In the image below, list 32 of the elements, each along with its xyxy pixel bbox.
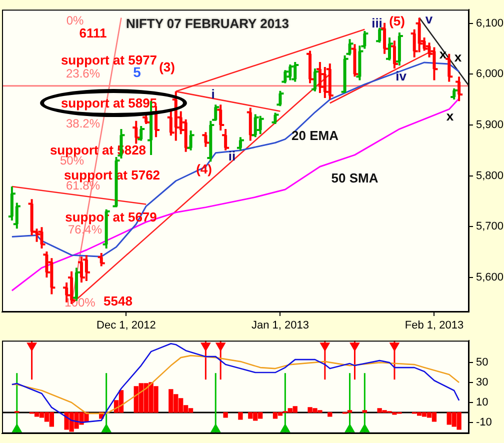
annotation: 23.6% [66,66,100,80]
y-tick-label: 6,100 [476,17,504,30]
annotation: (3) [159,60,175,75]
y-tick-label: 50 [476,356,488,369]
annotation: iii [372,16,382,31]
annotation: v [425,12,434,27]
x-tick-label: Jan 1, 2013 [251,320,309,332]
y-tick-label: -10 [476,416,492,428]
series-label: 20 EMA [292,128,340,143]
y-tick-label: 6,000 [476,68,504,80]
annotation: 5548 [104,294,132,309]
series-label: 50 SMA [331,170,379,186]
y-tick-label: 30 [476,376,488,389]
annotation: i [211,86,215,102]
y-tick-label: 5,800 [476,170,504,182]
y-tick-label: 5,900 [476,119,504,131]
text: NIFTY 07 FEBRUARY 2013 [126,16,290,32]
x-tick-label: Feb 1, 2013 [404,320,464,332]
annotation: 6111 [79,26,107,41]
y-tick-label: 5,700 [476,220,504,233]
annotation: 38.2% [66,116,100,130]
annotation: support at 5895 [60,96,158,111]
annotation: (5) [389,14,405,29]
annotation: x [454,50,462,65]
x-tick-label: Dec 1, 2012 [96,320,156,332]
y-tick-label: 10 [476,396,488,408]
annotation: x [446,108,454,124]
y-tick-label: 5,600 [476,271,504,284]
annotation: ii [228,148,236,164]
annotation: iv [396,68,408,84]
annotation: x [439,46,448,62]
annotation: 0% [66,13,84,28]
